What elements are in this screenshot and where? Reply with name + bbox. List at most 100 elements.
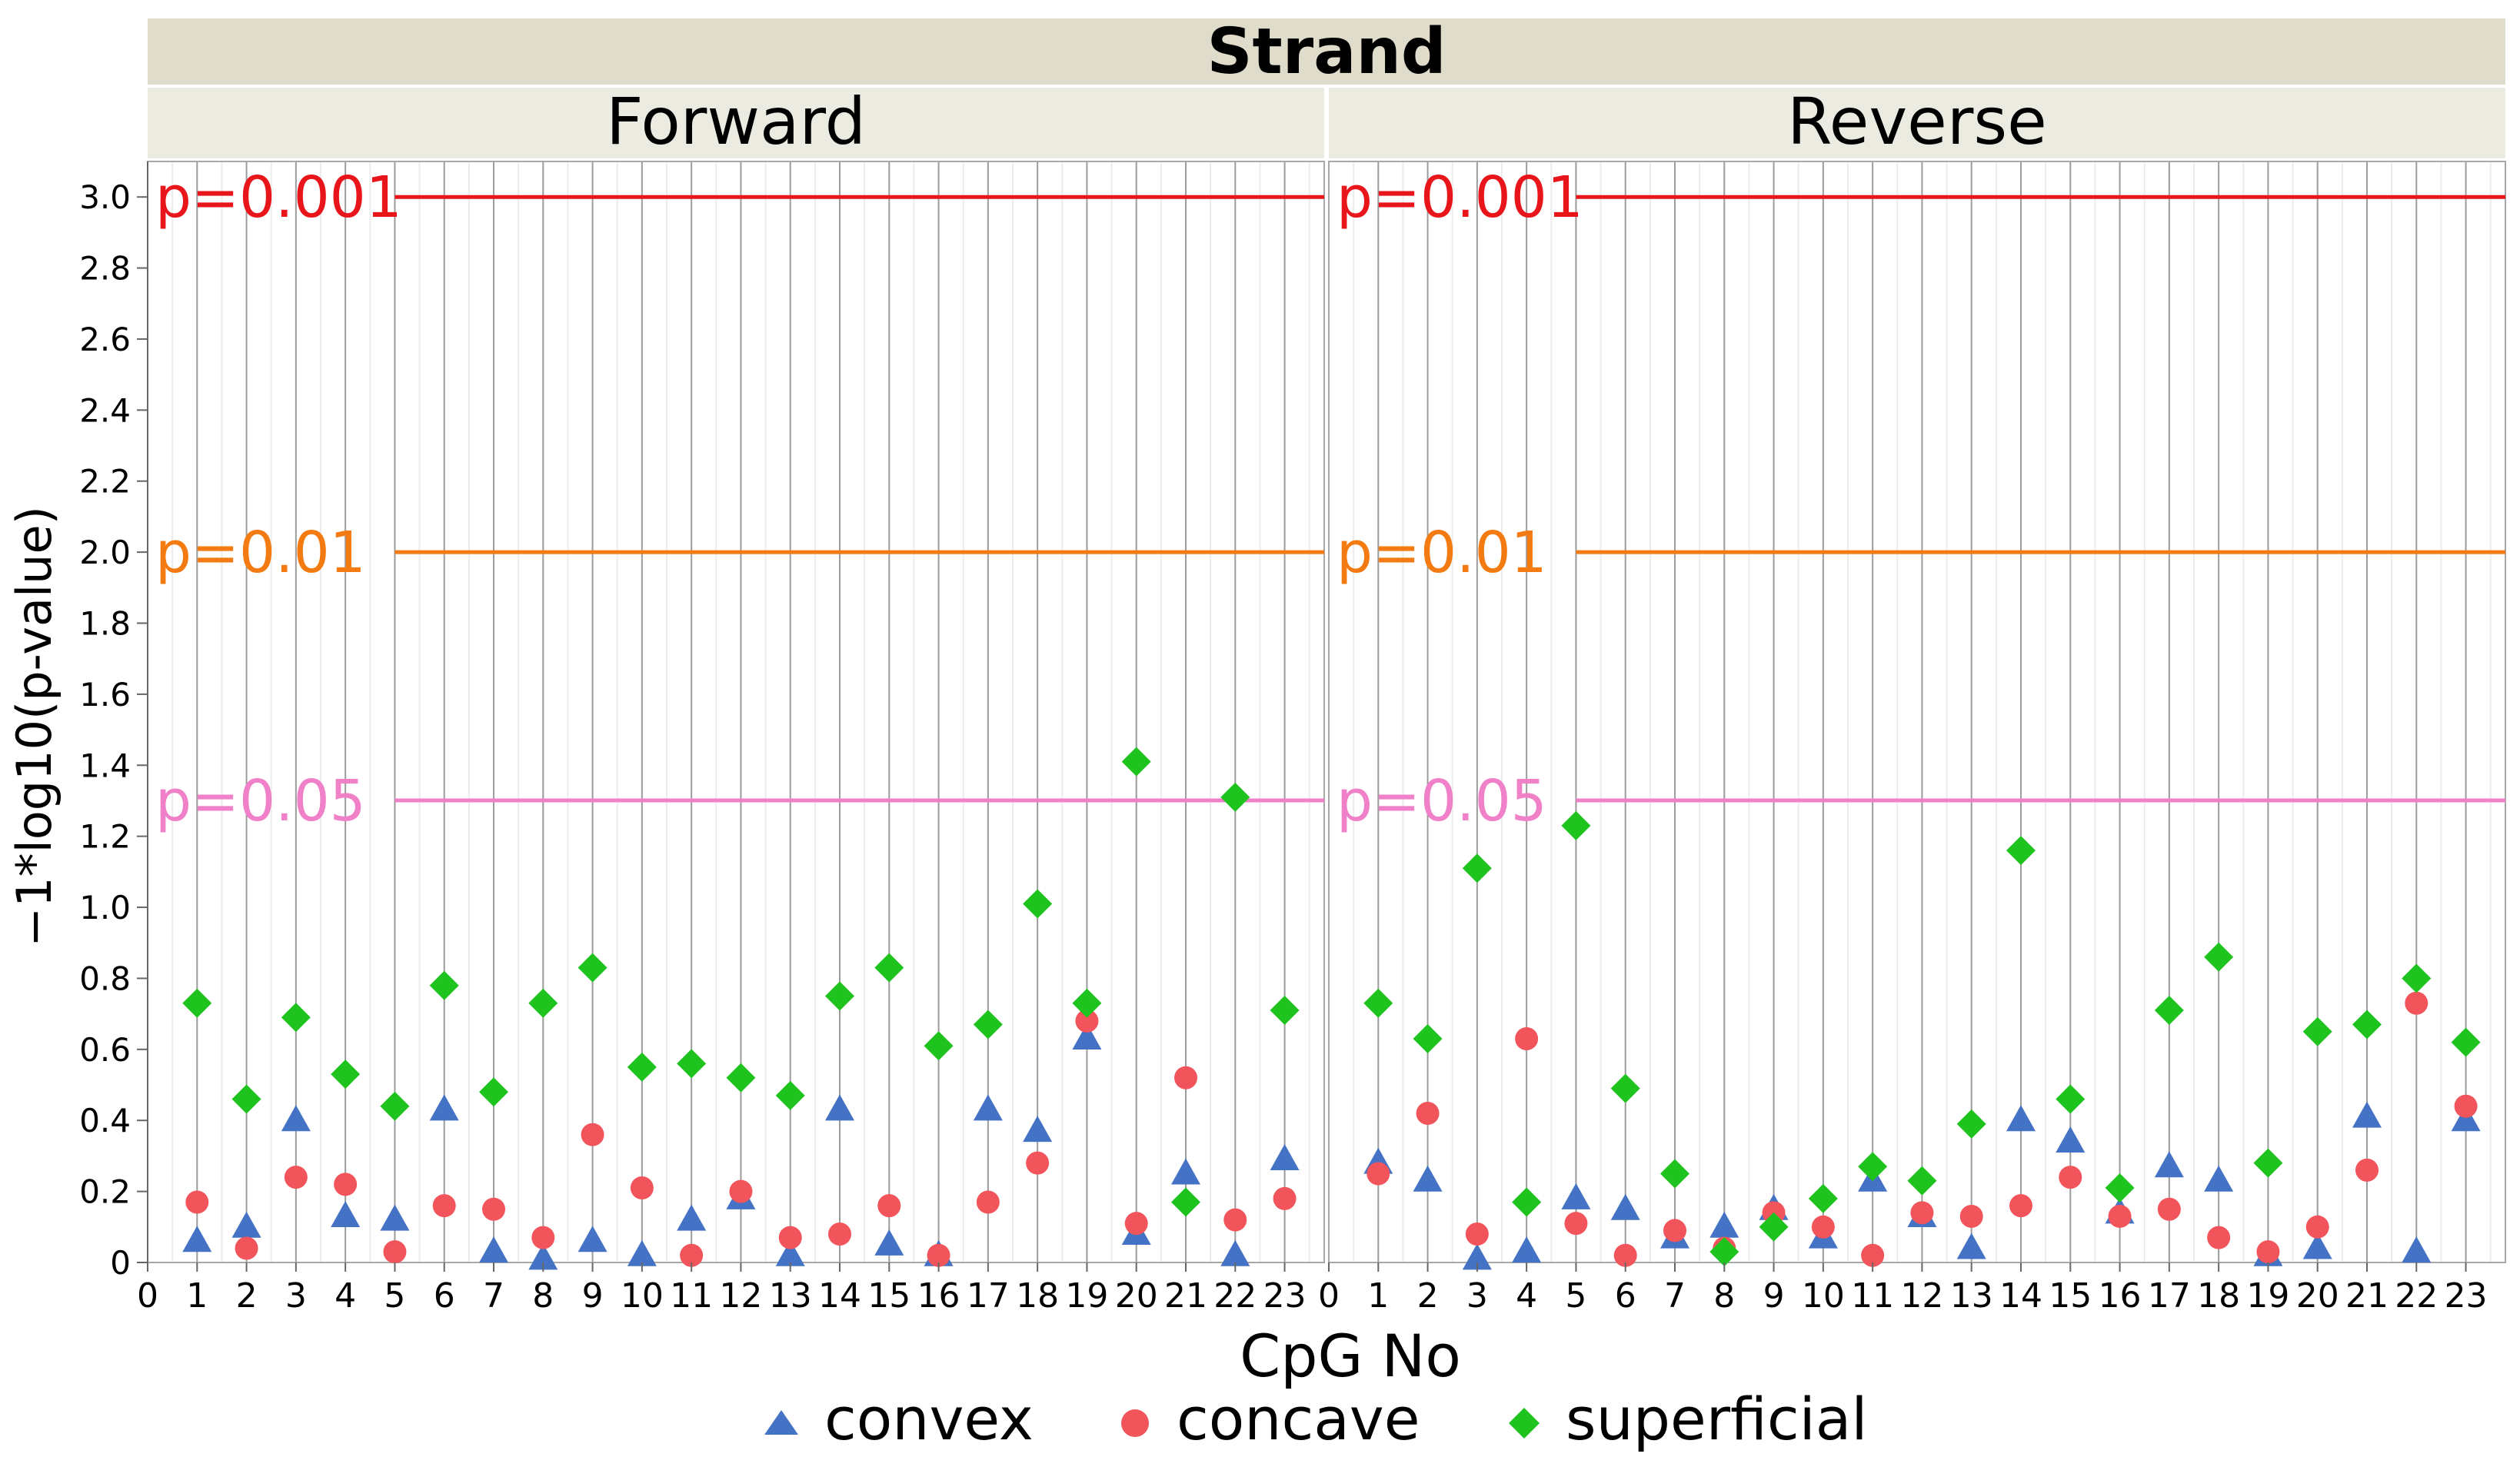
x-tick-label-forward-12: 12 [719, 1276, 762, 1316]
point-convex-forward-13 [775, 1239, 805, 1266]
point-superficial-forward-12 [726, 1063, 756, 1093]
panel-border-reverse [1328, 161, 2506, 1263]
point-superficial-reverse-14 [2006, 836, 2036, 866]
y-tick-label-2: 0.4 [79, 1102, 131, 1139]
x-tick-label-forward-21: 21 [1164, 1276, 1207, 1316]
point-concave-forward-4 [334, 1173, 358, 1196]
data-markers [182, 747, 2481, 1270]
point-concave-reverse-2 [1416, 1101, 1440, 1125]
point-convex-forward-9 [578, 1226, 608, 1252]
legend: convex concave superficial [764, 1385, 1867, 1453]
point-convex-forward-21 [1171, 1158, 1200, 1185]
point-superficial-forward-6 [429, 970, 459, 1000]
legend-label-concave: concave [1177, 1385, 1420, 1453]
y-tick-label-4: 0.8 [79, 960, 131, 997]
point-concave-forward-3 [284, 1166, 308, 1189]
y-tick-label-1: 0.2 [79, 1173, 131, 1211]
point-concave-forward-17 [976, 1190, 1000, 1214]
ref-label-forward-2: p=0.05 [155, 768, 366, 834]
point-concave-forward-7 [482, 1197, 505, 1221]
x-tick-label-reverse-6: 6 [1615, 1276, 1636, 1316]
point-convex-reverse-6 [1610, 1193, 1640, 1220]
point-concave-forward-21 [1174, 1066, 1197, 1089]
x-tick-label-reverse-13: 13 [1950, 1276, 1993, 1316]
x-tick-label-forward-6: 6 [434, 1276, 455, 1316]
point-convex-reverse-5 [1561, 1183, 1591, 1209]
point-convex-forward-17 [973, 1094, 1003, 1121]
point-convex-forward-11 [677, 1204, 707, 1231]
point-concave-reverse-14 [2009, 1194, 2032, 1218]
reference-lines: p=0.001 p=0.01 p=0.05 p=0.001 p=0.01 p=0.05 [155, 165, 2505, 834]
forward-header-bar [148, 88, 1324, 158]
point-superficial-forward-5 [380, 1091, 410, 1121]
point-concave-reverse-15 [2059, 1166, 2082, 1189]
legend-label-convex: convex [824, 1385, 1034, 1453]
point-convex-reverse-3 [1462, 1243, 1492, 1270]
point-superficial-reverse-1 [1363, 988, 1393, 1018]
point-superficial-forward-19 [1072, 988, 1102, 1018]
point-convex-forward-2 [231, 1211, 261, 1238]
x-tick-label-forward-22: 22 [1213, 1276, 1257, 1316]
point-convex-forward-8 [528, 1243, 558, 1270]
y-axis-title: −1*log10(p-value) [6, 506, 62, 947]
point-superficial-reverse-6 [1610, 1073, 1640, 1103]
ref-label-reverse-0: p=0.001 [1337, 165, 1583, 231]
point-convex-forward-23 [1270, 1144, 1300, 1171]
x-tick-label-reverse-21: 21 [2345, 1276, 2389, 1316]
panel-title-forward: Forward [606, 84, 866, 159]
ref-label-forward-0: p=0.001 [155, 165, 402, 231]
point-convex-reverse-17 [2154, 1151, 2184, 1178]
point-convex-forward-22 [1220, 1239, 1250, 1266]
panel-border-forward [147, 161, 1325, 1263]
x-tick-label-forward-3: 3 [285, 1276, 307, 1316]
point-superficial-forward-13 [775, 1080, 805, 1110]
point-superficial-reverse-15 [2056, 1084, 2086, 1114]
point-concave-forward-10 [630, 1176, 654, 1199]
point-concave-forward-1 [185, 1190, 209, 1214]
ref-label-reverse-1: p=0.01 [1337, 520, 1547, 586]
y-tick-label-13: 2.6 [79, 321, 131, 358]
x-tick-label-forward-5: 5 [384, 1276, 405, 1316]
point-superficial-forward-10 [627, 1052, 657, 1082]
point-superficial-reverse-23 [2451, 1027, 2481, 1057]
legend-marker-concave [1121, 1409, 1149, 1437]
point-concave-reverse-7 [1663, 1219, 1686, 1242]
x-tick-label-forward-10: 10 [621, 1276, 664, 1316]
point-superficial-reverse-10 [1808, 1183, 1838, 1213]
point-convex-forward-4 [331, 1200, 361, 1227]
point-convex-reverse-4 [1512, 1236, 1542, 1263]
point-concave-reverse-6 [1613, 1243, 1637, 1267]
y-tick-label-7: 1.4 [79, 747, 131, 784]
x-tick-label-forward-1: 1 [186, 1276, 208, 1316]
point-convex-reverse-23 [2451, 1105, 2481, 1132]
x-tick-label-reverse-19: 19 [2246, 1276, 2289, 1316]
y-tick-label-8: 1.6 [79, 676, 131, 714]
point-superficial-reverse-3 [1462, 853, 1492, 883]
x-tick-label-reverse-2: 2 [1417, 1276, 1439, 1316]
point-convex-forward-5 [380, 1204, 410, 1231]
point-concave-reverse-12 [1910, 1201, 1934, 1225]
ref-label-forward-1: p=0.01 [155, 520, 366, 586]
x-tick-label-forward-4: 4 [335, 1276, 356, 1316]
point-convex-reverse-22 [2402, 1236, 2432, 1263]
point-superficial-reverse-8 [1709, 1237, 1739, 1267]
point-concave-forward-9 [581, 1123, 604, 1146]
x-tick-label-reverse-17: 17 [2148, 1276, 2191, 1316]
point-concave-reverse-21 [2355, 1158, 2379, 1182]
point-superficial-forward-2 [231, 1084, 261, 1114]
point-convex-reverse-2 [1413, 1165, 1443, 1192]
strand-header-bar [148, 18, 2505, 85]
x-tick-label-forward-19: 19 [1065, 1276, 1108, 1316]
point-concave-reverse-23 [2454, 1094, 2478, 1118]
point-superficial-forward-22 [1220, 782, 1250, 812]
point-concave-reverse-18 [2207, 1226, 2231, 1249]
point-superficial-forward-8 [528, 988, 558, 1018]
x-tick-label-reverse-10: 10 [1802, 1276, 1845, 1316]
point-concave-reverse-22 [2405, 991, 2428, 1015]
point-superficial-forward-15 [874, 953, 904, 983]
point-convex-reverse-21 [2352, 1101, 2382, 1128]
point-convex-forward-7 [479, 1236, 508, 1263]
point-superficial-reverse-5 [1561, 810, 1591, 840]
point-superficial-forward-21 [1171, 1187, 1200, 1217]
point-superficial-forward-3 [281, 1003, 311, 1033]
